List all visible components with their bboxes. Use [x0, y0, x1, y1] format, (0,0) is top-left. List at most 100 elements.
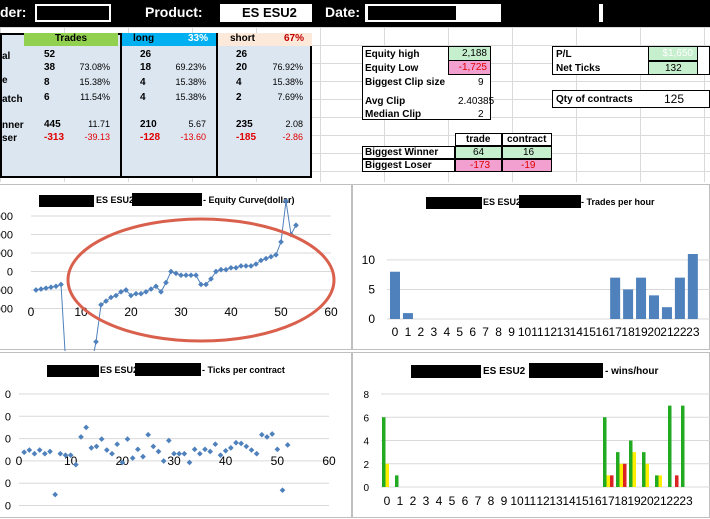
stat-cell-long[interactable]: 4 — [140, 77, 146, 88]
net-ticks-cell[interactable]: 132 — [648, 61, 698, 75]
stat-cell-long_pct[interactable]: 5.67 — [188, 119, 206, 129]
data-point — [145, 431, 151, 438]
stat-cell-all_pct[interactable]: 73.08% — [79, 62, 110, 72]
stat-cell-all[interactable]: 445 — [44, 119, 61, 130]
y-tick-label: 000 — [0, 230, 13, 242]
x-tick-label: 50 — [274, 305, 288, 319]
x-tick-label: 22 — [673, 325, 687, 339]
stat-cell-all_pct[interactable]: 11.54% — [80, 92, 110, 102]
net-ticks-label: Net Ticks — [556, 63, 601, 74]
data-point — [248, 447, 255, 453]
product-value: ES ESU2 — [242, 5, 297, 20]
stat-cell-all_pct[interactable]: 15.38% — [79, 77, 110, 87]
stat-cell-all[interactable]: 8 — [44, 77, 50, 88]
date-field[interactable] — [364, 0, 604, 23]
stat-cell-long_pct[interactable]: 15.38% — [175, 77, 206, 87]
data-point — [278, 239, 284, 245]
data-point — [57, 450, 64, 457]
data-point — [171, 450, 177, 457]
data-point — [155, 448, 162, 455]
data-point — [150, 443, 157, 450]
stat-cell-long[interactable]: -128 — [140, 132, 161, 143]
stat-cell-long[interactable]: 18 — [140, 62, 152, 73]
x-tick-label: 2 — [418, 325, 425, 339]
data-point — [217, 452, 224, 458]
x-tick-label: 18 — [621, 325, 635, 339]
stat-cell-long_pct[interactable]: -13.60 — [180, 132, 206, 142]
stat-cell-long[interactable]: 4 — [140, 92, 146, 103]
clip-label: Biggest Clip size — [365, 77, 446, 88]
redaction — [411, 365, 481, 378]
stat-cell-all_pct[interactable]: 11.71 — [88, 119, 110, 129]
redaction — [37, 6, 109, 20]
ticks-per-contract-chart[interactable]: ES ESU2 - Ticks per contract 00000001020… — [0, 352, 352, 518]
data-point — [98, 301, 104, 308]
loser-contract[interactable]: -19 — [502, 159, 552, 172]
stat-cell-long[interactable]: 26 — [140, 49, 152, 60]
redaction — [501, 0, 599, 22]
data-point — [268, 253, 274, 260]
stat-cell-long[interactable]: 210 — [140, 119, 157, 130]
data-point — [183, 272, 189, 279]
winner-trade[interactable]: 64 — [455, 146, 502, 159]
loser-trade[interactable]: -173 — [455, 159, 502, 172]
data-point — [42, 450, 48, 457]
pl-cell[interactable]: $1,650 — [648, 46, 698, 61]
x-tick-label: 50 — [271, 454, 285, 468]
wins-per-hour-chart[interactable]: ES ESU2 - wins/hour 0 2 4 6 8 0 1 2 3 4 5 6 7 8 9 10 11 1… — [352, 352, 710, 518]
bar — [402, 313, 413, 319]
stat-cell-all[interactable]: 6 — [44, 92, 50, 103]
stat-cell-short_pct[interactable]: 7.69% — [277, 92, 303, 102]
x-tick-label: 14 — [562, 494, 576, 508]
bar — [390, 271, 400, 319]
equity-high-label: Equity high — [365, 49, 420, 60]
stat-cell-short[interactable]: 2 — [236, 92, 242, 103]
stat-cell-short[interactable]: 235 — [236, 119, 253, 130]
data-point — [274, 446, 281, 453]
stat-cell-long_pct[interactable]: 69.23% — [175, 62, 206, 72]
data-point — [33, 287, 39, 293]
equity-high-cell[interactable]: 2,188 — [448, 46, 491, 61]
x-tick-label: 4 — [443, 325, 450, 339]
stat-cell-short_pct[interactable]: -2.86 — [282, 132, 303, 142]
x-tick-label: 0 — [384, 494, 391, 508]
equity-curve-chart[interactable]: ES ESU2 - Equity Curve(dollar) 00 00 00 0 00… — [0, 184, 352, 351]
stat-cell-short_pct[interactable]: 76.92% — [272, 62, 303, 72]
winner-contract[interactable]: 16 — [502, 146, 552, 159]
data-point — [279, 487, 286, 494]
stat-cell-short[interactable]: 4 — [236, 77, 242, 88]
stat-cell-long_pct[interactable]: 15.38% — [175, 92, 206, 102]
stat-cell-all[interactable]: -313 — [44, 132, 65, 143]
data-point — [259, 431, 265, 438]
x-tick-label: 8 — [488, 494, 495, 508]
stat-cell-short[interactable]: 20 — [236, 62, 248, 73]
data-point — [213, 268, 219, 275]
x-tick-label: 9 — [501, 494, 508, 508]
data-point — [140, 453, 146, 460]
redaction — [132, 193, 202, 206]
data-point — [109, 450, 115, 457]
stat-cell-short[interactable]: -185 — [236, 132, 257, 143]
stat-cell-all[interactable]: 38 — [44, 62, 56, 73]
y-tick-label: 0 — [7, 267, 13, 279]
data-point — [123, 287, 129, 293]
data-point — [181, 450, 188, 457]
product-field[interactable]: ES ESU2 — [219, 3, 313, 23]
trader-field[interactable] — [34, 3, 112, 23]
data-point — [191, 446, 198, 453]
stat-cell-short_pct[interactable]: 15.38% — [272, 77, 303, 87]
data-point — [31, 450, 38, 457]
stat-cell-all[interactable]: 52 — [44, 49, 56, 60]
stat-cell-all_pct[interactable]: -39.13 — [84, 132, 110, 142]
stat-cell-short[interactable]: 26 — [236, 49, 248, 60]
qty-label: Qty of contracts — [556, 94, 633, 105]
x-tick-label: 30 — [174, 305, 188, 319]
equity-low-cell[interactable]: -1,725 — [448, 60, 491, 75]
stat-cell-short_pct[interactable]: 2.08 — [285, 119, 303, 129]
x-tick-label: 19 — [634, 325, 648, 339]
bar — [674, 277, 685, 319]
bar — [636, 277, 647, 319]
trades-per-hour-chart[interactable]: ES ESU2 - Trades per hour 0 5 10 0 1 2 3 4 5 6 7 8 9… — [352, 184, 710, 350]
data-point — [222, 447, 229, 454]
